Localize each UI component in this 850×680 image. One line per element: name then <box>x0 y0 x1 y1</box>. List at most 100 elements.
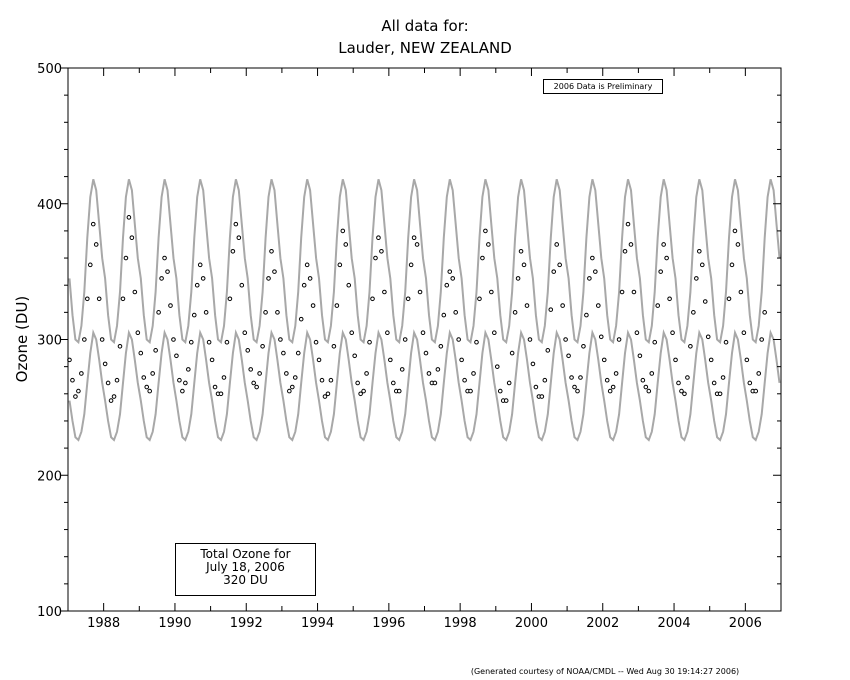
info-line1: Total Ozone for <box>200 547 291 561</box>
observation-point <box>697 248 702 254</box>
y-tick-label: 300 <box>37 334 62 349</box>
observation-point <box>200 276 206 281</box>
observation-point <box>120 296 126 302</box>
observation-point <box>551 269 557 274</box>
observation-point <box>337 262 343 268</box>
observation-point <box>159 276 164 281</box>
observation-point <box>658 269 663 274</box>
observation-point <box>135 330 141 336</box>
observation-point <box>527 337 533 342</box>
observation-point <box>346 282 352 288</box>
observation-point <box>227 296 233 302</box>
observation-point <box>492 330 497 336</box>
observation-point <box>260 343 265 349</box>
observation-point <box>494 364 500 369</box>
observation-point <box>221 375 227 380</box>
observation-point <box>295 350 301 356</box>
observation-point <box>578 375 583 380</box>
observation-point <box>87 262 93 268</box>
footer-credit: (Generated courtesy of NOAA/CMDL -- Wed … <box>470 667 740 676</box>
observation-point <box>126 215 132 220</box>
observation-point <box>515 276 521 281</box>
observation-point <box>352 353 357 359</box>
observation-point <box>563 337 568 342</box>
observation-point <box>486 242 491 247</box>
observation-point <box>747 380 753 386</box>
observation-point <box>587 276 592 281</box>
x-tick-label: 1998 <box>444 616 477 631</box>
observation-point <box>471 371 476 376</box>
observation-point <box>165 269 170 274</box>
observation-point <box>150 371 155 376</box>
observation-point <box>595 303 601 308</box>
observation-point <box>679 388 684 394</box>
observation-point <box>114 377 120 383</box>
observation-point <box>628 242 634 247</box>
observation-point <box>702 299 708 304</box>
y-tick-label: 100 <box>37 605 62 620</box>
observation-point <box>355 380 360 386</box>
observation-point <box>741 330 747 336</box>
observation-point <box>162 255 167 261</box>
observation-point <box>711 380 717 386</box>
observation-point <box>542 377 548 383</box>
climatology-lower-line <box>68 329 781 442</box>
x-tick-label: 2000 <box>515 616 548 631</box>
observation-point <box>575 388 580 394</box>
observation-point <box>263 310 268 315</box>
observation-point <box>322 394 328 399</box>
observation-point <box>73 394 78 399</box>
observation-point <box>655 303 661 308</box>
observation-point <box>399 367 405 372</box>
observation-point <box>257 371 262 376</box>
observation-point <box>533 384 539 390</box>
observation-point <box>236 235 242 240</box>
observation-point <box>649 371 655 376</box>
observation-point <box>402 337 408 342</box>
x-tick-label: 1996 <box>372 616 405 631</box>
observation-point <box>676 380 681 386</box>
observation-point <box>524 303 530 308</box>
observation-point <box>76 388 81 394</box>
observation-point <box>723 339 729 345</box>
observation-point <box>85 296 90 302</box>
observation-point <box>272 269 277 274</box>
observation-point <box>275 310 280 315</box>
observation-point <box>287 388 292 394</box>
y-axis-label: Ozone (DU) <box>13 295 31 383</box>
x-tick-label: 2002 <box>586 616 619 631</box>
observation-point <box>325 391 331 397</box>
preliminary-note: 2006 Data is Preliminary <box>543 79 663 94</box>
observation-point <box>584 312 589 318</box>
observation-point <box>218 391 224 397</box>
observation-point <box>242 330 248 336</box>
observation-point <box>388 357 393 363</box>
observation-point <box>708 357 714 363</box>
observation-point <box>138 350 144 356</box>
observation-point <box>450 276 456 281</box>
observation-point <box>530 361 536 367</box>
observation-point <box>637 353 643 359</box>
y-tick-label: 200 <box>37 469 62 484</box>
observation-point <box>230 248 236 254</box>
observation-point <box>233 221 239 227</box>
observation-point <box>732 228 738 234</box>
observation-point <box>497 388 503 394</box>
observation-point <box>289 384 295 390</box>
observation-point <box>328 377 334 383</box>
observation-point <box>652 339 658 345</box>
observation-point <box>753 388 759 394</box>
observation-point <box>518 248 524 254</box>
observation-point <box>477 296 482 302</box>
observation-point <box>667 296 672 302</box>
observation-point <box>379 248 384 254</box>
observation-point <box>607 388 613 394</box>
x-tick-label: 1988 <box>87 616 120 631</box>
observation-point <box>512 310 518 315</box>
climatology-upper-line <box>68 179 781 345</box>
observation-point <box>414 242 420 247</box>
observation-point <box>756 371 762 376</box>
observation-point <box>340 228 346 234</box>
observation-point <box>581 343 586 349</box>
